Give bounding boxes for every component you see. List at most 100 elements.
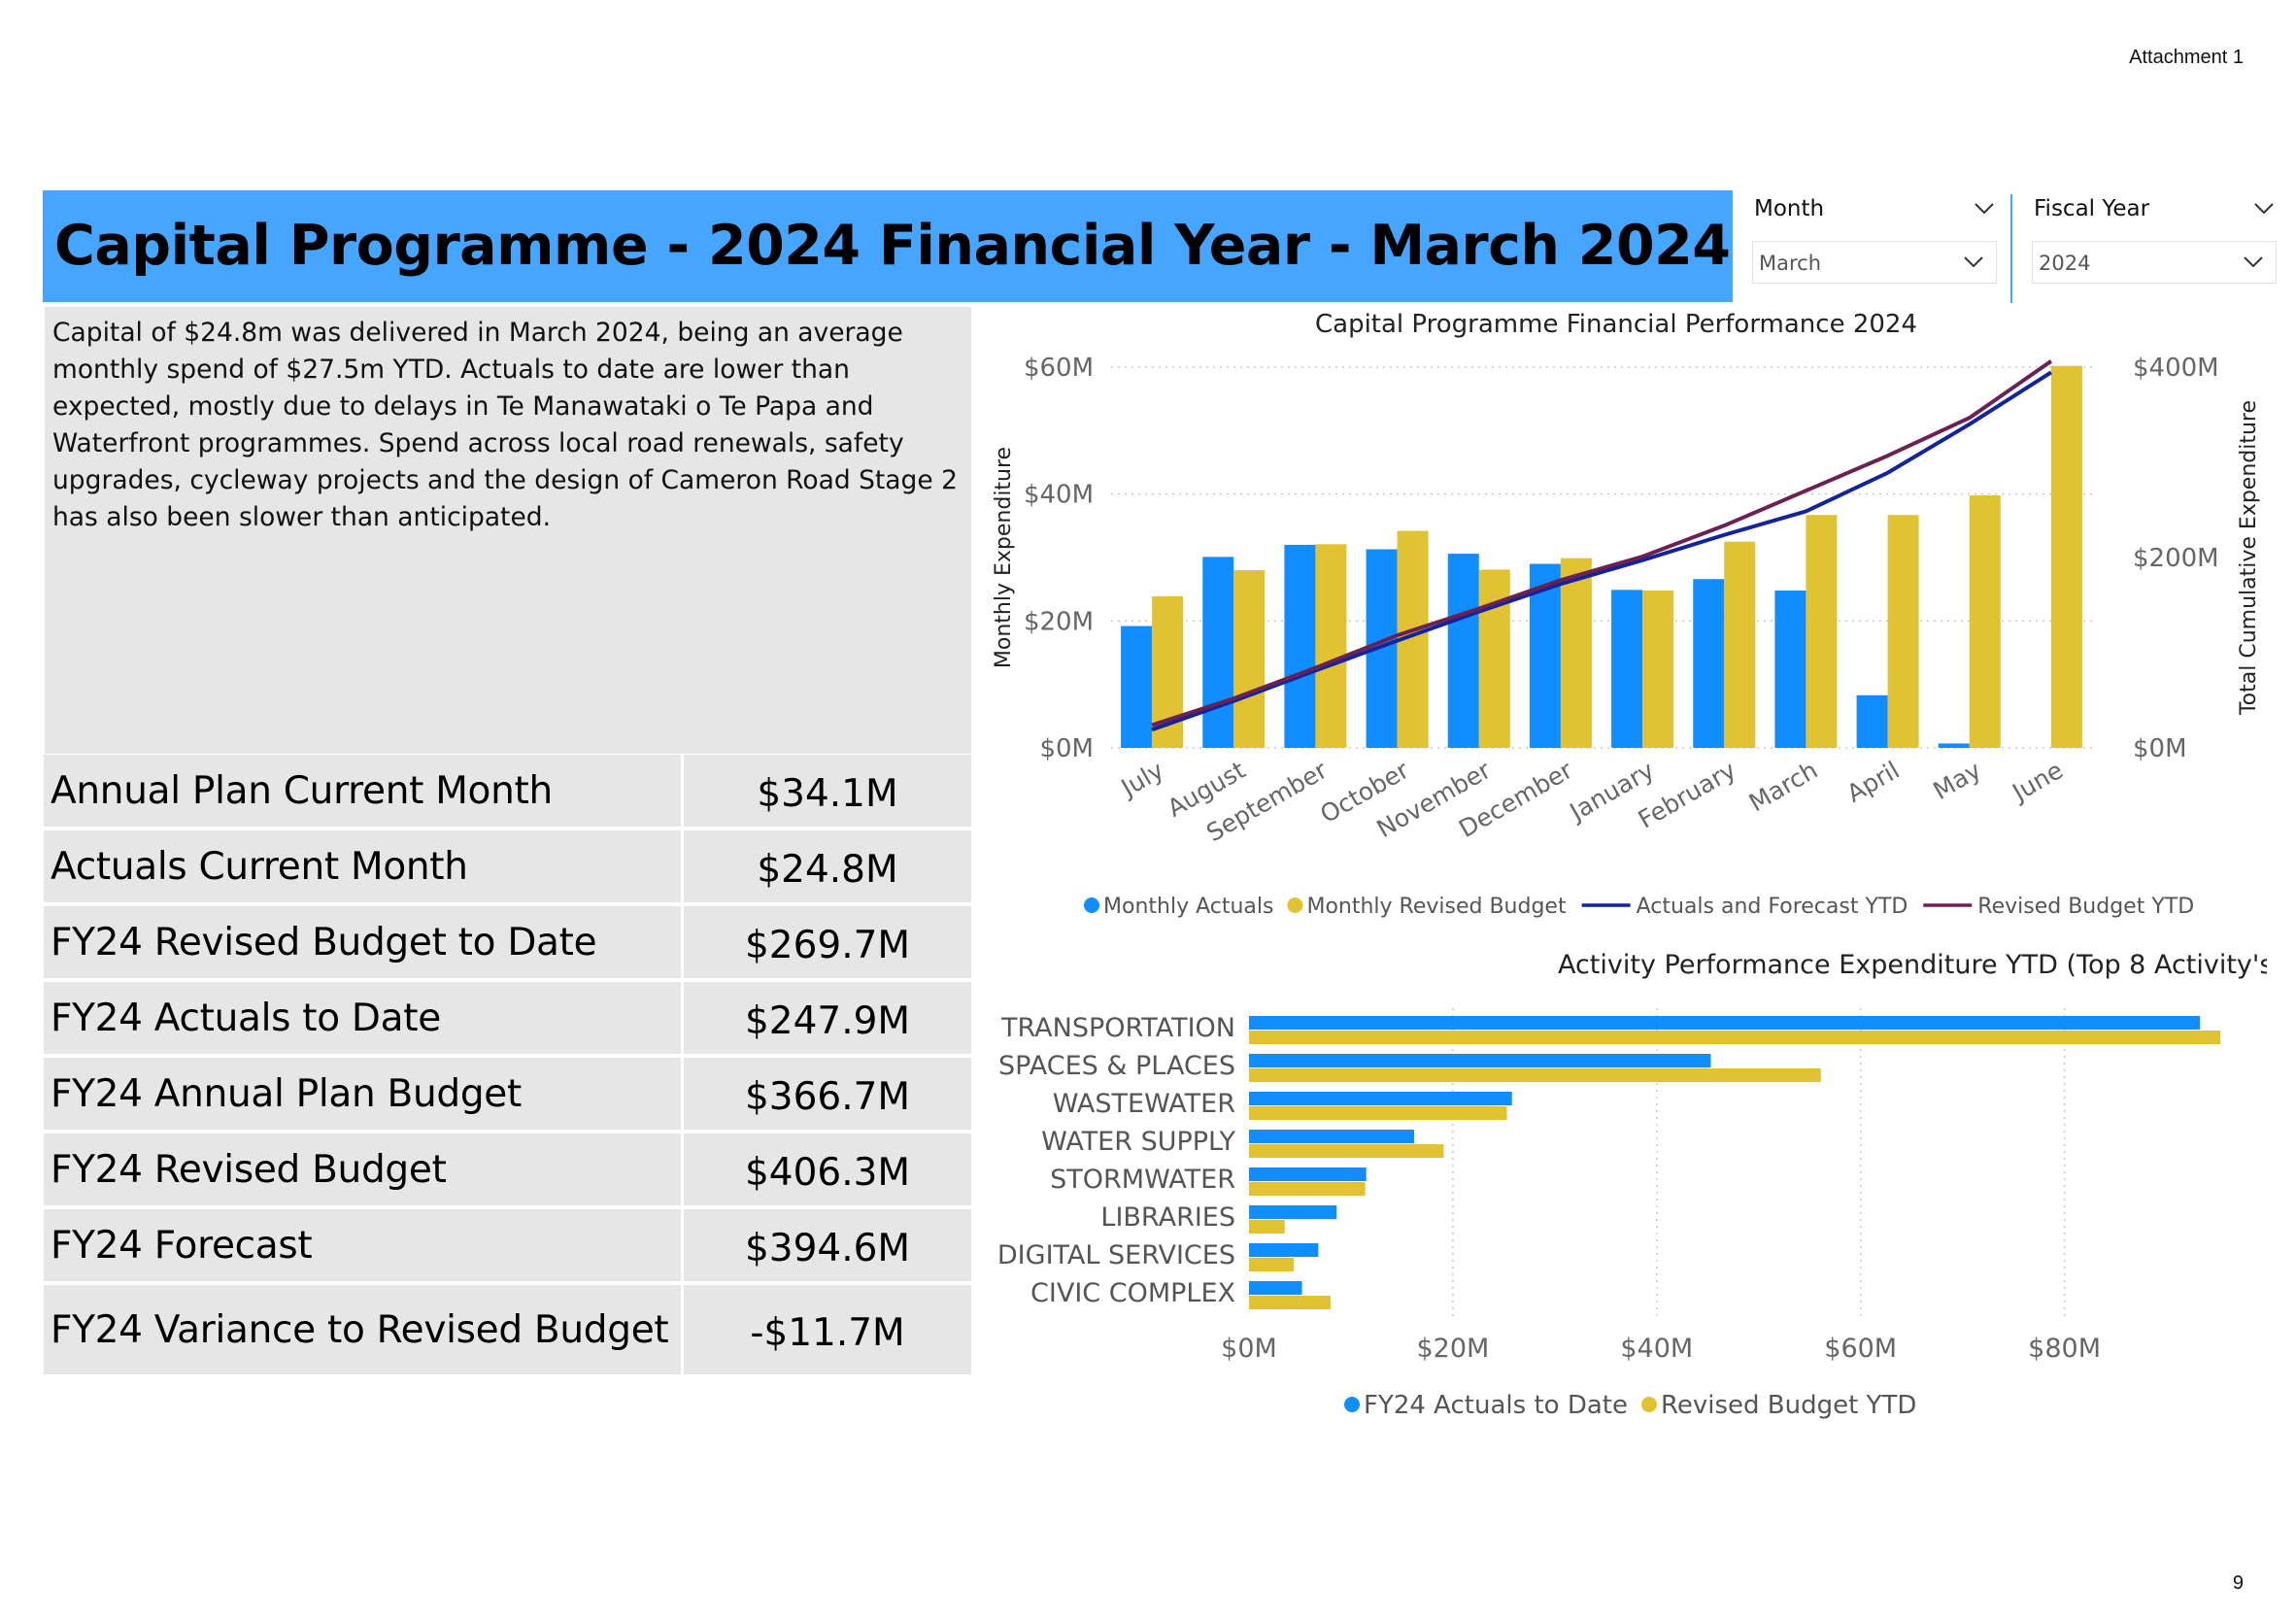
x-tick-label: $80M — [2028, 1334, 2101, 1364]
legend-label: Monthly Revised Budget — [1306, 895, 1567, 919]
kpi-label: FY24 Forecast — [44, 1209, 681, 1281]
kpi-label: FY24 Annual Plan Budget — [44, 1058, 681, 1130]
category-label: DIGITAL SERVICES — [997, 1240, 1235, 1270]
bar-fy24-actuals — [1249, 1167, 1367, 1181]
y2-tick-label: $0M — [2133, 734, 2187, 763]
bar-revised-budget-ytd — [1249, 1068, 1821, 1082]
bar-monthly-revised-budget — [1642, 590, 1674, 748]
kpi-label: Annual Plan Current Month — [44, 755, 681, 827]
monthly-performance-chart: Capital Programme Financial Performance … — [992, 310, 2261, 919]
bar-fy24-actuals — [1249, 1130, 1415, 1143]
chevron-down-icon[interactable] — [1974, 202, 1995, 216]
fiscal-year-dropdown-value: 2024 — [2039, 252, 2091, 275]
bar-revised-budget-ytd — [1249, 1144, 1444, 1158]
bar-monthly-revised-budget — [1969, 494, 2001, 748]
kpi-value: -$11.7M — [684, 1285, 971, 1374]
legend-marker — [1640, 1397, 1657, 1412]
legend-label: FY24 Actuals to Date — [1364, 1391, 1628, 1420]
y-tick-label: $60M — [1024, 354, 1094, 383]
bar-monthly-revised-budget — [1806, 515, 1838, 748]
kpi-row: FY24 Forecast $394.6M — [43, 1208, 975, 1284]
bar-revised-budget-ytd — [1249, 1106, 1507, 1120]
page-number: 9 — [2232, 1573, 2244, 1594]
month-dropdown-value: March — [1759, 252, 1822, 275]
kpi-value: $394.6M — [684, 1209, 971, 1281]
chart-title: Activity Performance Expenditure YTD (To… — [1558, 950, 2267, 980]
bar-monthly-actuals — [1202, 557, 1234, 748]
bar-revised-budget-ytd — [1249, 1258, 1295, 1271]
y-tick-label: $0M — [1039, 734, 1094, 763]
y-axis-label: Monthly Expenditure — [992, 447, 1016, 668]
fiscal-year-slicer-label: Fiscal Year — [2034, 196, 2150, 221]
bar-revised-budget-ytd — [1249, 1031, 2221, 1044]
line-revised-budget-ytd — [1151, 359, 2053, 727]
category-label: SPACES & PLACES — [998, 1051, 1235, 1081]
month-slicer[interactable]: Month March — [1748, 194, 2003, 303]
bar-monthly-actuals — [1611, 590, 1643, 748]
month-slicer-label: Month — [1754, 196, 1825, 221]
kpi-row: FY24 Annual Plan Budget $366.7M — [43, 1057, 975, 1133]
kpi-row: FY24 Revised Budget to Date $269.7M — [43, 905, 975, 981]
category-label: WATER SUPPLY — [1041, 1127, 1235, 1157]
chevron-down-icon[interactable] — [2253, 202, 2275, 216]
x-tick-label: March — [1744, 756, 1823, 817]
fiscal-year-slicer[interactable]: Fiscal Year 2024 — [2028, 194, 2282, 303]
legend-marker — [1287, 897, 1303, 913]
chart-title: Capital Programme Financial Performance … — [1315, 310, 1917, 339]
legend-label: Revised Budget YTD — [1661, 1391, 1916, 1420]
kpi-label: FY24 Revised Budget to Date — [44, 906, 681, 978]
page-title: Capital Programme - 2024 Financial Year … — [54, 214, 1731, 278]
kpi-row: FY24 Revised Budget $406.3M — [43, 1133, 975, 1208]
category-label: STORMWATER — [1050, 1165, 1235, 1195]
legend-marker — [1344, 1397, 1360, 1412]
x-tick-label: $20M — [1416, 1334, 1489, 1364]
commentary-panel: Capital of $24.8m was delivered in March… — [45, 307, 971, 754]
category-label: TRANSPORTATION — [1000, 1013, 1235, 1043]
kpi-value: $366.7M — [684, 1058, 971, 1130]
activity-expenditure-chart: Activity Performance Expenditure YTD (To… — [997, 950, 2267, 1420]
y2-axis-label: Total Cumulative Expenditure — [2237, 400, 2261, 716]
kpi-table: Annual Plan Current Month $34.1M Actuals… — [43, 754, 975, 1377]
bar-fy24-actuals — [1249, 1016, 2201, 1030]
chevron-down-icon — [1964, 256, 1983, 268]
kpi-label: FY24 Revised Budget — [44, 1133, 681, 1205]
kpi-value: $269.7M — [684, 906, 971, 978]
bar-monthly-revised-budget — [1724, 541, 1756, 748]
bar-monthly-actuals — [1121, 626, 1153, 748]
month-dropdown[interactable]: March — [1752, 241, 1997, 284]
bar-monthly-revised-budget — [1478, 569, 1510, 748]
category-label: CIVIC COMPLEX — [1030, 1278, 1235, 1308]
bar-monthly-revised-budget — [1315, 544, 1347, 748]
kpi-row: FY24 Variance to Revised Budget -$11.7M — [43, 1284, 975, 1377]
chevron-down-icon — [2244, 256, 2263, 268]
bar-monthly-actuals — [1938, 743, 1970, 748]
bar-revised-budget-ytd — [1249, 1220, 1285, 1234]
legend-label: Monthly Actuals — [1103, 895, 1273, 919]
bar-monthly-actuals — [1774, 590, 1806, 748]
bar-fy24-actuals — [1249, 1281, 1302, 1295]
y-tick-label: $40M — [1024, 481, 1094, 510]
kpi-row: Annual Plan Current Month $34.1M — [43, 754, 975, 829]
kpi-value: $247.9M — [684, 982, 971, 1054]
kpi-value: $406.3M — [684, 1133, 971, 1205]
commentary-text: Capital of $24.8m was delivered in March… — [52, 318, 958, 532]
x-tick-label: $60M — [1824, 1334, 1897, 1364]
bar-fy24-actuals — [1249, 1243, 1319, 1257]
fiscal-year-dropdown[interactable]: 2024 — [2032, 241, 2277, 284]
kpi-value: $24.8M — [684, 830, 971, 902]
attachment-label: Attachment 1 — [2129, 47, 2244, 68]
category-label: LIBRARIES — [1100, 1202, 1235, 1233]
bar-monthly-revised-budget — [1560, 558, 1592, 748]
kpi-value: $34.1M — [684, 755, 971, 827]
slicer-divider — [2010, 194, 2012, 303]
bar-fy24-actuals — [1249, 1205, 1337, 1219]
x-tick-label: $0M — [1221, 1334, 1277, 1364]
legend-marker — [1084, 897, 1099, 913]
line-actuals-forecast-ytd — [1151, 370, 2052, 732]
kpi-row: FY24 Actuals to Date $247.9M — [43, 981, 975, 1057]
bar-monthly-actuals — [1447, 554, 1479, 748]
bar-monthly-revised-budget — [1233, 570, 1266, 748]
kpi-label: Actuals Current Month — [44, 830, 681, 902]
x-tick-label: June — [2007, 756, 2068, 807]
x-tick-label: July — [1115, 756, 1168, 803]
